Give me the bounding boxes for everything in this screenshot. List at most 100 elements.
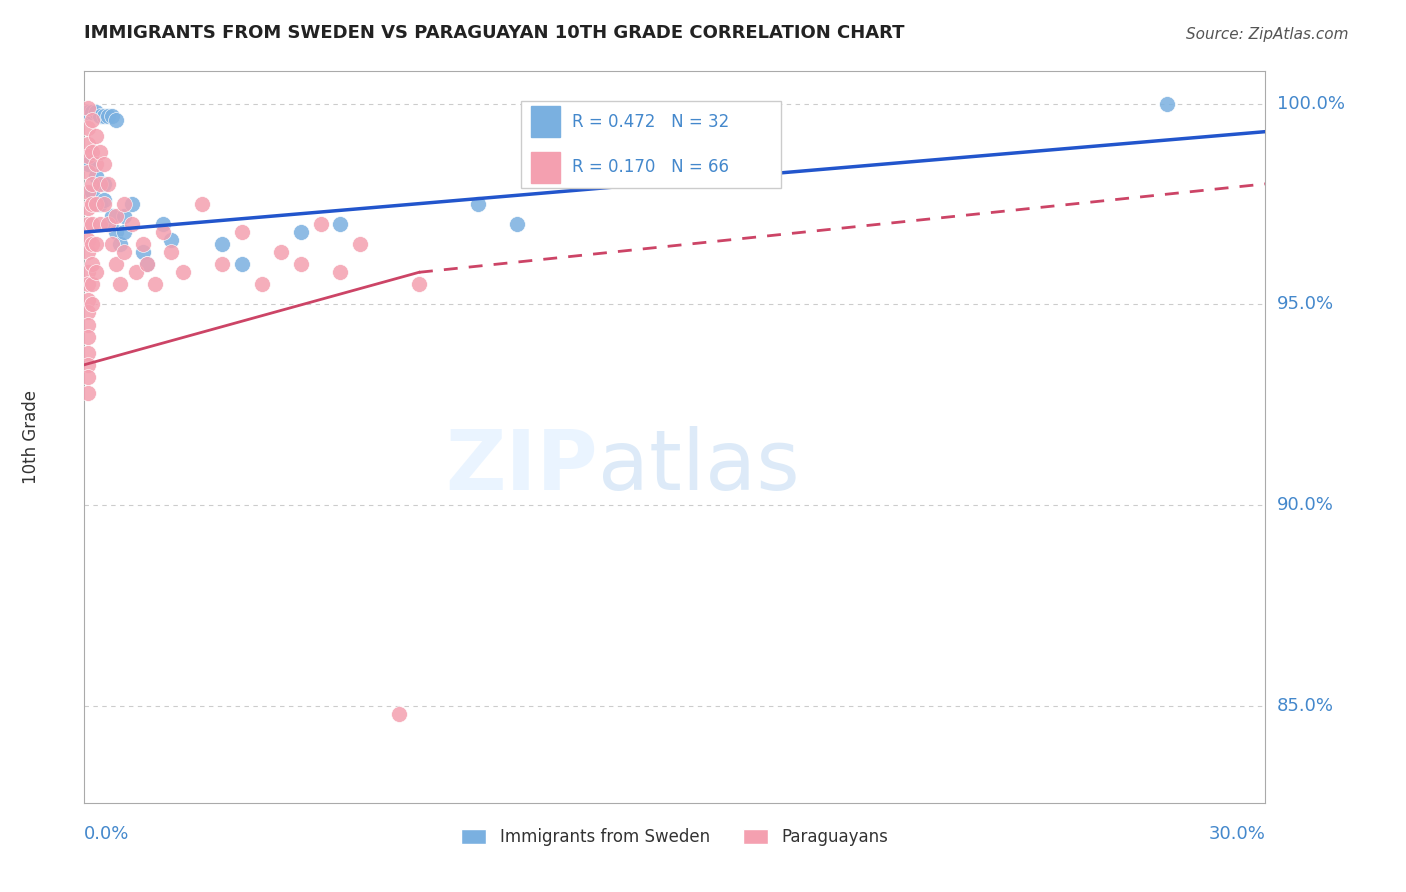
Point [101, 209, 124, 223]
Point [77, 385, 100, 400]
Point [104, 225, 127, 239]
Point [89, 197, 111, 211]
Point [121, 197, 143, 211]
Point [160, 245, 183, 260]
Point [329, 265, 352, 279]
Point [112, 209, 135, 223]
Point [82, 197, 104, 211]
Point [77, 265, 100, 279]
Point [77, 345, 100, 359]
Point [89, 177, 111, 191]
Point [84, 265, 107, 279]
Point [104, 209, 127, 223]
Point [290, 225, 312, 239]
Point [77, 101, 100, 115]
Point [77, 185, 100, 199]
Point [77, 358, 100, 372]
Point [82, 185, 104, 199]
Text: Source: ZipAtlas.com: Source: ZipAtlas.com [1185, 27, 1348, 42]
Point [82, 104, 104, 119]
Point [152, 217, 174, 231]
Point [89, 217, 111, 231]
Point [77, 165, 100, 179]
Point [82, 277, 104, 292]
Point [250, 277, 273, 292]
Text: IMMIGRANTS FROM SWEDEN VS PARAGUAYAN 10TH GRADE CORRELATION CHART: IMMIGRANTS FROM SWEDEN VS PARAGUAYAN 10T… [84, 24, 905, 42]
Point [132, 237, 155, 252]
Point [77, 245, 100, 260]
Point [132, 245, 155, 260]
Point [84, 169, 107, 183]
Point [104, 257, 127, 271]
Point [84, 237, 107, 252]
Point [506, 217, 529, 231]
Point [101, 109, 124, 123]
Text: 30.0%: 30.0% [1209, 825, 1265, 843]
Point [82, 145, 104, 159]
Point [290, 257, 312, 271]
Point [84, 157, 107, 171]
Point [231, 225, 253, 239]
Point [191, 197, 214, 211]
Text: 95.0%: 95.0% [1277, 295, 1334, 313]
Point [160, 233, 183, 247]
Bar [531, 152, 561, 183]
Point [93, 193, 115, 207]
Point [77, 157, 100, 171]
Point [329, 217, 352, 231]
Point [124, 265, 146, 279]
Point [82, 257, 104, 271]
Point [77, 201, 100, 215]
Point [77, 233, 100, 247]
Point [84, 104, 107, 119]
Text: 100.0%: 100.0% [1277, 95, 1344, 112]
Point [152, 225, 174, 239]
FancyBboxPatch shape [522, 101, 782, 188]
Point [89, 109, 111, 123]
Point [77, 217, 100, 231]
Point [309, 217, 332, 231]
Point [77, 136, 100, 151]
Point [108, 277, 131, 292]
Legend: Immigrants from Sweden, Paraguayans: Immigrants from Sweden, Paraguayans [454, 822, 896, 853]
Point [97, 109, 120, 123]
Point [172, 265, 194, 279]
Point [77, 277, 100, 292]
Point [112, 245, 135, 260]
Point [77, 120, 100, 135]
Point [82, 237, 104, 252]
Point [467, 197, 489, 211]
Point [77, 104, 100, 119]
Text: 90.0%: 90.0% [1277, 497, 1333, 515]
Point [97, 217, 120, 231]
Point [93, 157, 115, 171]
Point [349, 237, 371, 252]
Point [82, 177, 104, 191]
Text: R = 0.170   N = 66: R = 0.170 N = 66 [572, 158, 730, 177]
Point [112, 197, 135, 211]
Point [82, 297, 104, 311]
Text: R = 0.472   N = 32: R = 0.472 N = 32 [572, 112, 730, 131]
Point [97, 217, 120, 231]
Point [104, 112, 127, 127]
Point [82, 217, 104, 231]
Point [136, 257, 159, 271]
Point [77, 369, 100, 384]
Point [84, 197, 107, 211]
Point [1156, 96, 1178, 111]
Point [136, 257, 159, 271]
Point [143, 277, 166, 292]
Point [121, 217, 143, 231]
Point [77, 149, 100, 163]
Text: 0.0%: 0.0% [84, 825, 129, 843]
Point [77, 318, 100, 332]
Bar [531, 106, 561, 137]
Point [77, 293, 100, 308]
Point [77, 329, 100, 343]
Text: 85.0%: 85.0% [1277, 698, 1333, 715]
Point [101, 237, 124, 252]
Point [108, 237, 131, 252]
Text: ZIP: ZIP [446, 425, 598, 507]
Point [84, 128, 107, 143]
Point [93, 109, 115, 123]
